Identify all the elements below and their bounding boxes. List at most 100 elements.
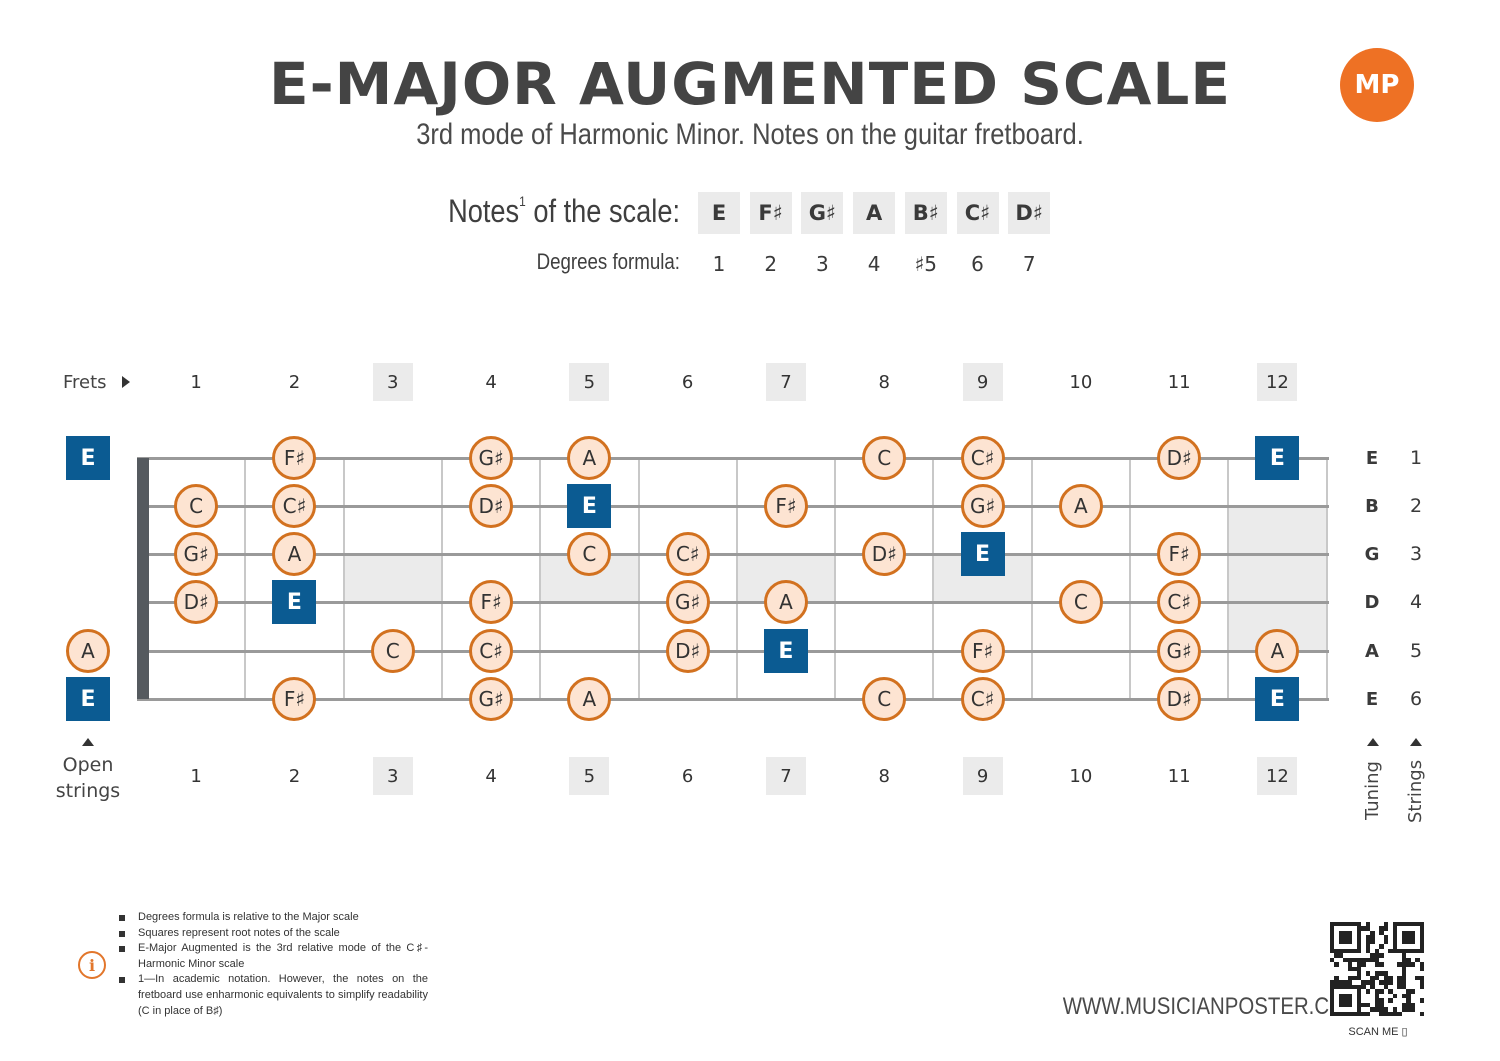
fret-inlay-marker xyxy=(1228,506,1327,651)
guitar-string xyxy=(137,650,1329,653)
fret-wire xyxy=(637,458,640,699)
scale-note-circle: A xyxy=(1255,629,1300,673)
info-icon: i xyxy=(78,951,106,979)
fret-number: 6 xyxy=(681,371,694,393)
scale-note-circle: G♯ xyxy=(960,484,1005,528)
fret-number: 5 xyxy=(569,363,610,401)
arrow-right-icon xyxy=(122,376,130,388)
brand-logo[interactable]: MP xyxy=(1340,48,1414,122)
fret-number: 7 xyxy=(765,363,806,401)
scale-note-circle: F♯ xyxy=(272,677,317,721)
scale-note-circle: A xyxy=(763,580,808,624)
string-tuning: E xyxy=(1365,688,1379,710)
footnote-item: Squares represent root notes of the scal… xyxy=(118,926,428,942)
scale-note-circle: C♯ xyxy=(1157,580,1202,624)
fret-number: 12 xyxy=(1257,757,1298,795)
fret-number: 4 xyxy=(485,765,497,787)
fret-number: 3 xyxy=(372,757,413,795)
root-note-square: E xyxy=(567,484,612,528)
scale-degree: 4 xyxy=(867,252,881,276)
scale-note-circle: G♯ xyxy=(174,532,219,576)
scale-note-circle: D♯ xyxy=(1157,677,1202,721)
notes-label: Notes1 of the scale: xyxy=(448,193,680,229)
page-title: E-MAJOR AUGMENTED SCALE xyxy=(268,50,1232,118)
scale-degree: 6 xyxy=(971,252,984,276)
fret-number: 12 xyxy=(1257,363,1298,401)
scale-note-circle: C xyxy=(862,436,907,480)
fret-number: 2 xyxy=(288,765,301,787)
scale-note-circle: G♯ xyxy=(469,677,514,721)
tuning-label: Tuning xyxy=(1362,761,1383,820)
fret-number: 2 xyxy=(288,371,301,393)
fret-number: 9 xyxy=(962,363,1003,401)
scale-note-circle: D♯ xyxy=(469,484,514,528)
scale-note-circle: F♯ xyxy=(469,580,514,624)
frets-label: Frets xyxy=(63,372,107,393)
scale-note-circle: C xyxy=(174,484,219,528)
fret-wire xyxy=(440,458,443,699)
arrow-up-icon xyxy=(82,738,94,746)
scale-note-circle: D♯ xyxy=(665,629,710,673)
string-tuning: E xyxy=(1365,447,1379,469)
open-strings-label: Open strings xyxy=(55,754,121,802)
arrow-up-icon xyxy=(1367,738,1379,746)
qr-code-icon[interactable] xyxy=(1330,922,1424,1016)
degrees-label: Degrees formula: xyxy=(536,249,680,274)
page-subtitle: 3rd mode of Harmonic Minor. Notes on the… xyxy=(416,118,1084,151)
scale-note-circle: C♯ xyxy=(960,436,1005,480)
fret-number: 6 xyxy=(681,765,694,787)
fret-number: 8 xyxy=(878,765,890,787)
scale-note-circle: C♯ xyxy=(469,629,514,673)
string-number: 3 xyxy=(1409,543,1423,565)
fret-number: 10 xyxy=(1069,765,1093,787)
scale-note-box: A xyxy=(853,192,896,234)
fret-wire xyxy=(1030,458,1033,699)
scale-note-circle: A xyxy=(1058,484,1103,528)
scan-me-label: SCAN ME ▯ xyxy=(1348,1026,1408,1038)
string-number: 1 xyxy=(1409,447,1423,469)
scale-note-circle: C♯ xyxy=(272,484,317,528)
website-link[interactable]: WWW.MUSICIANPOSTER.COM xyxy=(1062,993,1362,1020)
fret-number: 7 xyxy=(765,757,806,795)
string-tuning: D xyxy=(1364,591,1380,613)
scale-note-circle: C xyxy=(567,532,612,576)
fret-number: 4 xyxy=(485,371,497,393)
scale-note-circle: D♯ xyxy=(174,580,219,624)
scale-degree: 2 xyxy=(764,252,778,276)
scale-note-box: C♯ xyxy=(956,192,999,234)
arrow-up-icon xyxy=(1410,738,1422,746)
root-note-square: E xyxy=(1255,436,1300,480)
string-tuning: B xyxy=(1365,495,1379,517)
scale-note-box: F♯ xyxy=(749,192,792,234)
scale-note-circle: G♯ xyxy=(1157,629,1202,673)
fret-wire xyxy=(342,458,345,699)
scale-note-circle: C xyxy=(862,677,907,721)
fret-inlay-marker xyxy=(343,554,442,602)
root-note-square: E xyxy=(960,532,1005,576)
string-number: 6 xyxy=(1409,688,1423,710)
string-number: 2 xyxy=(1409,495,1423,517)
fret-wire xyxy=(244,458,247,699)
fret-wire xyxy=(932,458,935,699)
root-note-square: E xyxy=(66,677,110,721)
scale-note-circle: F♯ xyxy=(960,629,1005,673)
fret-wire xyxy=(1227,458,1230,699)
fret-wire xyxy=(1129,458,1131,699)
scale-degree: 3 xyxy=(816,252,829,276)
scale-note-circle: C xyxy=(1058,580,1103,624)
fret-wire xyxy=(735,458,738,699)
footnote-item: 1—In academic notation. However, the not… xyxy=(118,972,428,1019)
fret-wire xyxy=(539,458,542,699)
scale-note-circle: G♯ xyxy=(665,580,710,624)
scale-note-circle: F♯ xyxy=(763,484,808,528)
fret-number: 8 xyxy=(878,371,890,393)
scale-degree: 1 xyxy=(712,252,726,276)
scale-note-box: B♯ xyxy=(904,192,947,234)
string-number: 4 xyxy=(1409,591,1423,613)
root-note-square: E xyxy=(66,436,110,480)
scale-note-box: D♯ xyxy=(1008,192,1051,234)
scale-degree: ♯5 xyxy=(914,252,937,276)
nut xyxy=(137,458,149,699)
string-number: 5 xyxy=(1409,640,1423,662)
scale-note-circle: A xyxy=(272,532,317,576)
